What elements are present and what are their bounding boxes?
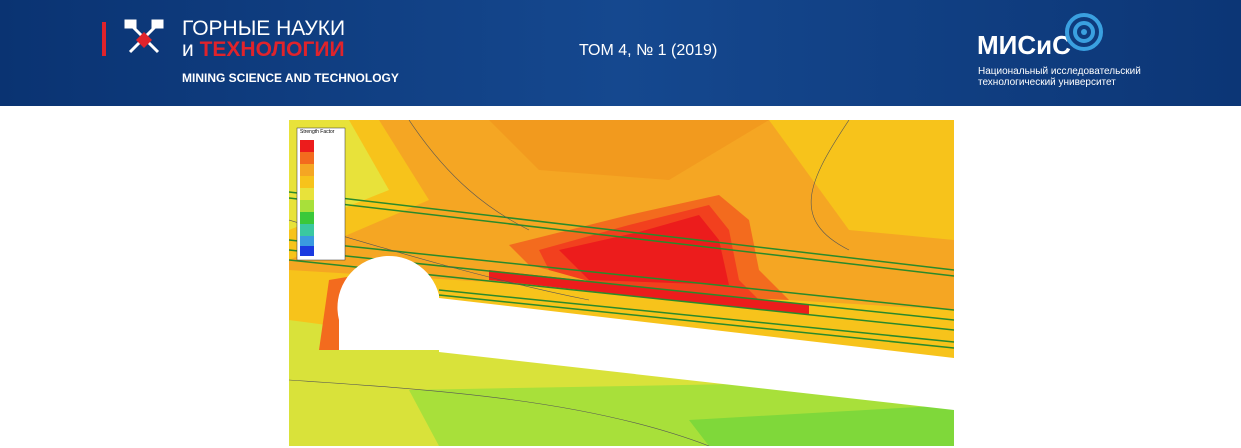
issue: ТОМ 4, № 1 (2019)	[579, 42, 718, 59]
journal-title: ГОРНЫЕ НАУКИ	[182, 17, 346, 40]
university-name: МИСиС	[977, 30, 1071, 60]
logo-bar	[102, 22, 106, 56]
university-description: технологический университет	[978, 77, 1116, 88]
legend-title: Strength Factor	[300, 129, 335, 135]
journal-title-line2: и ТЕХНОЛОГИИ	[182, 39, 345, 60]
journal-title-prefix: и	[182, 38, 194, 61]
journal-subtitle: MINING SCIENCE AND TECHNOLOGY	[182, 71, 399, 85]
header-banner: ГОРНЫЕ НАУКИ и ТЕХНОЛОГИИ MINING SCIENCE…	[0, 0, 1241, 106]
stress-contour-figure: Strength Factor	[289, 120, 954, 446]
journal-title-accent: ТЕХНОЛОГИИ	[199, 38, 345, 61]
logo-icon	[124, 19, 164, 54]
university-logo	[1065, 13, 1103, 51]
university-description: Национальный исследовательский	[978, 66, 1141, 77]
